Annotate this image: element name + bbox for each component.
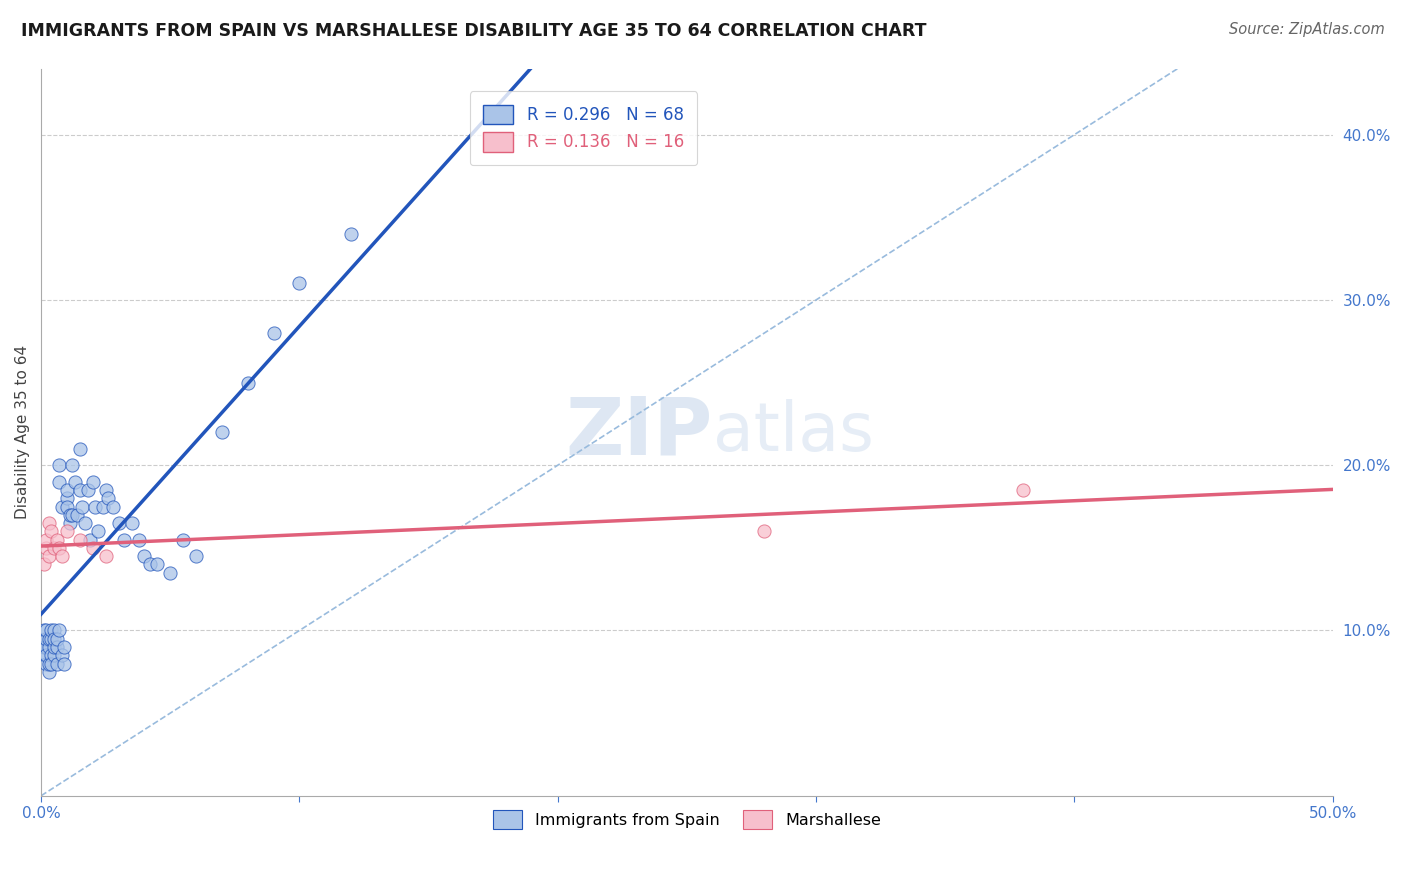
Point: [56, 500, 79, 514]
Point: [103, 500, 125, 514]
Y-axis label: Disability Age 35 to 64: Disability Age 35 to 64: [15, 345, 30, 519]
Point: [51, 549, 73, 563]
Point: [38, 549, 60, 563]
Point: [45, 533, 67, 547]
Point: [63, 475, 86, 489]
Point: [121, 516, 143, 530]
Point: [72, 500, 94, 514]
Point: [41, 657, 63, 671]
Point: [41, 624, 63, 638]
Point: [79, 533, 101, 547]
Point: [48, 475, 70, 489]
Point: [42, 541, 65, 555]
Point: [51, 648, 73, 663]
Text: atlas: atlas: [713, 399, 873, 465]
Point: [97, 491, 120, 506]
Point: [128, 533, 150, 547]
Point: [45, 640, 67, 654]
Point: [38, 632, 60, 646]
Point: [82, 475, 104, 489]
Point: [48, 541, 70, 555]
Point: [340, 227, 363, 241]
Point: [48, 624, 70, 638]
Point: [42, 632, 65, 646]
Point: [41, 524, 63, 539]
Point: [38, 516, 60, 530]
Point: [56, 524, 79, 539]
Point: [94, 483, 117, 497]
Point: [184, 549, 207, 563]
Point: [211, 425, 233, 439]
Point: [32, 648, 55, 663]
Point: [60, 508, 83, 522]
Point: [87, 524, 110, 539]
Point: [38, 665, 60, 679]
Point: [48, 458, 70, 473]
Point: [146, 558, 169, 572]
Point: [94, 549, 117, 563]
Point: [35, 640, 58, 654]
Point: [42, 648, 65, 663]
Point: [41, 648, 63, 663]
Point: [138, 558, 160, 572]
Point: [58, 508, 80, 522]
Point: [32, 558, 55, 572]
Point: [35, 541, 58, 555]
Point: [66, 508, 89, 522]
Point: [35, 533, 58, 547]
Point: [42, 640, 65, 654]
Point: [32, 640, 55, 654]
Point: [91, 500, 114, 514]
Point: [107, 516, 129, 530]
Point: [32, 632, 55, 646]
Point: [73, 516, 96, 530]
Text: IMMIGRANTS FROM SPAIN VS MARSHALLESE DISABILITY AGE 35 TO 64 CORRELATION CHART: IMMIGRANTS FROM SPAIN VS MARSHALLESE DIS…: [21, 22, 927, 40]
Point: [35, 648, 58, 663]
Point: [69, 442, 91, 456]
Point: [172, 533, 194, 547]
Point: [159, 566, 181, 580]
Point: [56, 483, 79, 497]
Point: [51, 500, 73, 514]
Point: [112, 533, 135, 547]
Point: [58, 516, 80, 530]
Point: [32, 624, 55, 638]
Text: Source: ZipAtlas.com: Source: ZipAtlas.com: [1229, 22, 1385, 37]
Point: [754, 524, 776, 539]
Point: [35, 632, 58, 646]
Text: ZIP: ZIP: [565, 393, 713, 471]
Point: [134, 549, 156, 563]
Point: [288, 277, 311, 291]
Point: [41, 632, 63, 646]
Point: [53, 640, 76, 654]
Point: [69, 483, 91, 497]
Point: [60, 458, 83, 473]
Point: [82, 541, 104, 555]
Point: [35, 624, 58, 638]
Point: [69, 533, 91, 547]
Point: [38, 657, 60, 671]
Point: [76, 483, 98, 497]
Point: [35, 657, 58, 671]
Point: [45, 632, 67, 646]
Point: [45, 657, 67, 671]
Point: [38, 640, 60, 654]
Point: [84, 500, 107, 514]
Point: [42, 624, 65, 638]
Point: [236, 376, 259, 390]
Point: [56, 491, 79, 506]
Point: [1011, 483, 1033, 497]
Point: [53, 657, 76, 671]
Legend: Immigrants from Spain, Marshallese: Immigrants from Spain, Marshallese: [486, 804, 887, 835]
Point: [263, 326, 285, 340]
